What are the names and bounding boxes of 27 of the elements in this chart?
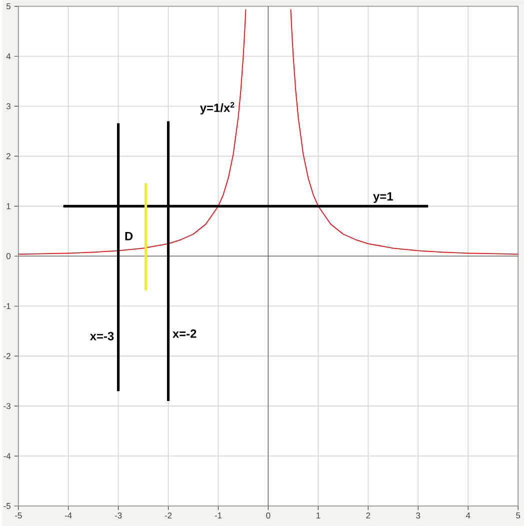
y-tick-label: -2 bbox=[4, 353, 10, 360]
x-tick-label: -2 bbox=[164, 512, 172, 518]
x-tick-label: 1 bbox=[316, 512, 320, 518]
y-tick-label: 2 bbox=[6, 153, 10, 160]
y-tick-label: 0 bbox=[6, 253, 10, 260]
x-tick-label: 0 bbox=[266, 512, 270, 519]
y-tick-label: -1 bbox=[4, 303, 10, 310]
x-tick-label: -1 bbox=[214, 512, 222, 518]
x-tick-label: 4 bbox=[466, 512, 470, 518]
x-tick-label: -3 bbox=[114, 512, 122, 519]
x-tick-label: 2 bbox=[366, 512, 370, 518]
annotation: D bbox=[125, 232, 133, 240]
annotation: x=-3 bbox=[90, 332, 114, 340]
x-tick-label: -5 bbox=[14, 512, 22, 518]
y-tick-label: -4 bbox=[4, 453, 11, 459]
annotation: y=1/x$^{2}$ bbox=[200, 102, 234, 114]
y-tick-label: -5 bbox=[4, 503, 10, 509]
x-tick-label: 5 bbox=[516, 512, 520, 518]
y-tick-label: 5 bbox=[6, 3, 10, 10]
y-tick-label: -3 bbox=[4, 403, 10, 410]
y-tick-label: 4 bbox=[6, 53, 11, 60]
annotation: y=1 bbox=[373, 192, 393, 203]
x-tick-label: -4 bbox=[64, 512, 72, 518]
y-tick-label: 3 bbox=[6, 103, 10, 110]
x-tick-label: 3 bbox=[416, 512, 420, 519]
annotation: x=-2 bbox=[172, 329, 196, 338]
y-tick-label: 1 bbox=[6, 203, 10, 210]
